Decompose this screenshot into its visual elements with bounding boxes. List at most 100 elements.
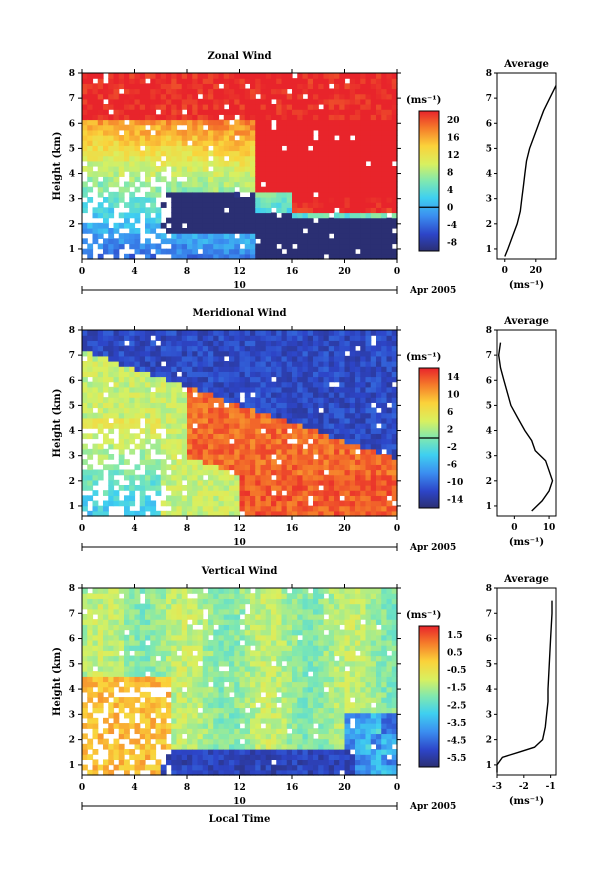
heatmap-cell xyxy=(134,769,141,776)
heatmap-cell xyxy=(92,769,99,776)
heatmap-cell xyxy=(229,140,235,146)
heatmap-cell xyxy=(239,355,246,362)
heatmap-cell xyxy=(355,407,361,414)
x-tick-label: 8 xyxy=(184,524,190,534)
heatmap-cell xyxy=(244,412,251,419)
heatmap-cell xyxy=(213,412,220,419)
heatmap-cell xyxy=(129,253,136,260)
heatmap-cell xyxy=(386,248,393,255)
heatmap-cell xyxy=(202,350,209,357)
heatmap-cell xyxy=(339,222,346,229)
heatmap-cell xyxy=(103,629,109,636)
heatmap-cell xyxy=(103,186,109,193)
heatmap-cell xyxy=(223,454,230,460)
heatmap-cell xyxy=(171,686,178,693)
heatmap-cell xyxy=(344,166,351,172)
heatmap-cell xyxy=(218,381,225,388)
heatmap-cell xyxy=(129,335,136,341)
heatmap-cell xyxy=(176,665,183,672)
heatmap-cell xyxy=(87,655,94,662)
heatmap-cell xyxy=(349,93,356,100)
heatmap-cell xyxy=(365,119,372,126)
heatmap-cell xyxy=(97,402,104,409)
heatmap-cell xyxy=(265,495,272,502)
heatmap-cell xyxy=(103,660,109,667)
heatmap-cell xyxy=(271,93,277,100)
heatmap-cell xyxy=(113,671,120,677)
heatmap-cell xyxy=(239,371,246,378)
heatmap-cell xyxy=(181,459,188,465)
heatmap-cell xyxy=(208,402,214,409)
heatmap-cell xyxy=(92,355,99,362)
heatmap-cell xyxy=(92,402,99,409)
heatmap-cell xyxy=(150,114,157,121)
heatmap-cell xyxy=(192,340,199,347)
heatmap-cell xyxy=(82,613,88,620)
heatmap-cell xyxy=(334,88,340,95)
heatmap-cell xyxy=(97,386,104,393)
heatmap-cell xyxy=(318,160,325,167)
heatmap-cell xyxy=(276,490,283,496)
heatmap-cell xyxy=(381,490,388,496)
heatmap-cell xyxy=(103,371,109,378)
heatmap-cell xyxy=(323,510,330,517)
heatmap-cell xyxy=(208,671,214,677)
heatmap-cell xyxy=(376,500,382,507)
colorbar-tick-label: 0 xyxy=(447,203,453,213)
heatmap-cell xyxy=(355,212,361,219)
heatmap-cell xyxy=(344,197,351,203)
heatmap-cell xyxy=(145,697,151,703)
heatmap-cell xyxy=(370,166,377,172)
heatmap-cell xyxy=(349,207,356,214)
heatmap-cell xyxy=(229,186,235,193)
heatmap-cell xyxy=(250,490,256,496)
heatmap-cell xyxy=(129,330,136,336)
heatmap-cell xyxy=(376,340,382,347)
heatmap-cell xyxy=(391,197,398,203)
heatmap-cell xyxy=(218,361,225,367)
heatmap-cell xyxy=(166,691,172,698)
heatmap-cell xyxy=(386,93,393,100)
heatmap-cell xyxy=(82,386,88,393)
heatmap-cell xyxy=(292,166,298,172)
heatmap-cell xyxy=(349,474,356,481)
heatmap-cell xyxy=(339,181,346,188)
heatmap-cell xyxy=(97,428,104,434)
heatmap-cell xyxy=(244,469,251,476)
heatmap-cell xyxy=(365,376,372,383)
heatmap-cell xyxy=(150,119,157,126)
heatmap-cell xyxy=(202,728,209,735)
heatmap-cell xyxy=(213,114,220,121)
heatmap-cell xyxy=(218,479,225,486)
heatmap-cell xyxy=(129,166,136,172)
heatmap-cell xyxy=(292,433,298,440)
heatmap-cell xyxy=(197,140,204,146)
heatmap-cell xyxy=(265,505,272,512)
heatmap-cell xyxy=(197,243,204,250)
heatmap-cell xyxy=(229,150,235,157)
heatmap-cell xyxy=(265,376,272,383)
heatmap-cell xyxy=(181,93,188,100)
heatmap-cell xyxy=(318,181,325,188)
heatmap-cell xyxy=(250,135,256,141)
heatmap-cell xyxy=(286,381,293,388)
heatmap-cell xyxy=(113,243,120,250)
heatmap-cell xyxy=(391,212,398,219)
heatmap-cell xyxy=(244,361,251,367)
heatmap-cell xyxy=(208,645,214,651)
heatmap-cell xyxy=(297,428,304,434)
heatmap-cell xyxy=(344,454,351,460)
heatmap-cell xyxy=(155,702,162,709)
heatmap-cell xyxy=(150,749,157,755)
heatmap-cell xyxy=(302,366,309,372)
heatmap-cell xyxy=(97,691,104,698)
heatmap-cell xyxy=(145,386,151,393)
heatmap-cell xyxy=(124,608,130,615)
heatmap-cell xyxy=(271,397,277,403)
heatmap-cell xyxy=(328,423,335,429)
heatmap-cell xyxy=(160,381,167,388)
heatmap-cell xyxy=(286,181,293,188)
heatmap-cell xyxy=(349,485,356,491)
heatmap-cell xyxy=(265,186,272,193)
heatmap-cell xyxy=(328,448,335,455)
